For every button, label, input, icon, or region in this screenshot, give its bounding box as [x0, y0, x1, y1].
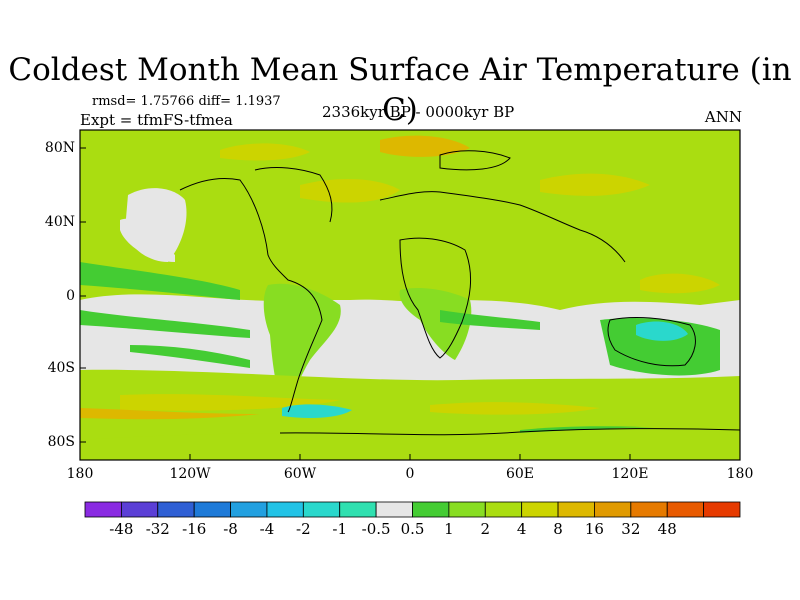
colorbar-label: -8 [223, 520, 238, 538]
green-band-pacific [80, 262, 240, 300]
colorbar-swatch [84, 501, 122, 518]
colorbar-swatch [448, 501, 486, 518]
colorbar-label: 32 [621, 520, 641, 538]
lon-tick-0: 0 [405, 466, 415, 482]
lon-tick-180w: 180 [66, 466, 94, 482]
colorbar-swatch [594, 501, 632, 518]
colorbar-swatch [630, 501, 668, 518]
colorbar-swatch [412, 501, 450, 518]
colorbar-swatch [703, 501, 741, 518]
lat-tick-40s: 40S [47, 360, 75, 376]
colorbar-label: 2 [480, 520, 491, 538]
lon-tick-60e: 60E [505, 466, 535, 482]
season-label: ANN [704, 108, 742, 126]
colorbar-label: -16 [182, 520, 207, 538]
period-label: 2336kyr BP - 0000kyr BP [322, 103, 515, 121]
colorbar-swatch [339, 501, 377, 518]
lat-tick-80s: 80S [47, 434, 75, 450]
colorbar-swatch [120, 501, 159, 518]
experiment-label: Expt = tfmFS-tfmea [80, 111, 233, 129]
colorbar-label: 48 [657, 520, 677, 538]
lon-tick-120w: 120W [169, 466, 211, 482]
colorbar-swatch [521, 501, 559, 518]
colorbar-swatch [266, 501, 304, 518]
colorbar-swatch [666, 501, 705, 518]
colorbar-label: -2 [296, 520, 311, 538]
southern-ocean-band [80, 369, 740, 440]
colorbar-label: -48 [109, 520, 134, 538]
colorbar-swatch [157, 501, 195, 518]
lon-tick-60w: 60W [283, 466, 317, 482]
lat-tick-0: 0 [66, 288, 75, 304]
coastlines [179, 150, 740, 436]
stats-text: rmsd= 1.75766 diff= 1.1937 [92, 94, 281, 109]
lon-tick-180e: 180 [726, 466, 754, 482]
colorbar-label: 1 [444, 520, 454, 538]
colorbar-label: 8 [553, 520, 563, 538]
colorbar-label: -32 [145, 520, 170, 538]
lat-tick-40n: 40N [44, 214, 75, 230]
colorbar-label: 4 [516, 520, 527, 538]
colorbar-swatch [375, 501, 413, 518]
colorbar-swatch [193, 501, 231, 518]
colorbar-swatch [302, 501, 341, 518]
colorbar-label: 16 [584, 520, 604, 538]
australia-cold-anomaly [636, 321, 688, 341]
antarctica-region [80, 427, 740, 460]
colorbar-swatch [230, 501, 268, 518]
colorbar-swatch [557, 501, 595, 518]
axis-ticks [80, 147, 631, 460]
map-title: Coldest Month Mean Surface Air Temperatu… [8, 52, 792, 128]
colorbar-swatch [484, 501, 523, 518]
lon-tick-120e: 120E [611, 466, 649, 482]
colorbar-label: -0.5 [361, 520, 391, 538]
colorbar-label: -1 [332, 520, 348, 538]
arctic-warm-anomaly [380, 135, 470, 157]
colorbar-label: 0.5 [400, 520, 425, 538]
lat-tick-80n: 80N [44, 140, 75, 156]
colorbar-label: -4 [259, 520, 275, 538]
africa-green-region [399, 288, 472, 360]
weddell-cold-anomaly [282, 404, 352, 418]
